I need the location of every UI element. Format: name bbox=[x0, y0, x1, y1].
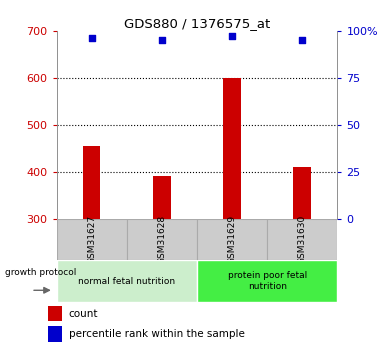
Text: GSM31628: GSM31628 bbox=[157, 215, 167, 264]
Text: normal fetal nutrition: normal fetal nutrition bbox=[78, 277, 176, 286]
Text: GSM31627: GSM31627 bbox=[87, 215, 96, 264]
Point bbox=[89, 35, 95, 40]
Text: percentile rank within the sample: percentile rank within the sample bbox=[69, 329, 245, 339]
Title: GDS880 / 1376575_at: GDS880 / 1376575_at bbox=[124, 17, 270, 30]
Bar bbox=[48, 326, 62, 342]
Bar bbox=[127, 219, 197, 260]
Point bbox=[299, 37, 305, 42]
Bar bbox=[223, 78, 241, 219]
Text: count: count bbox=[69, 309, 98, 319]
Point bbox=[229, 33, 235, 39]
Point bbox=[159, 37, 165, 42]
Bar bbox=[153, 176, 171, 219]
Bar bbox=[57, 219, 127, 260]
Bar bbox=[294, 167, 311, 219]
Bar bbox=[197, 219, 267, 260]
Text: protein poor fetal
nutrition: protein poor fetal nutrition bbox=[227, 272, 307, 291]
Bar bbox=[57, 260, 197, 302]
Text: GSM31629: GSM31629 bbox=[227, 215, 237, 264]
Text: growth protocol: growth protocol bbox=[5, 268, 76, 277]
Text: GSM31630: GSM31630 bbox=[298, 215, 307, 264]
Bar bbox=[267, 219, 337, 260]
Bar bbox=[197, 260, 337, 302]
Bar bbox=[83, 146, 101, 219]
Bar bbox=[48, 306, 62, 321]
